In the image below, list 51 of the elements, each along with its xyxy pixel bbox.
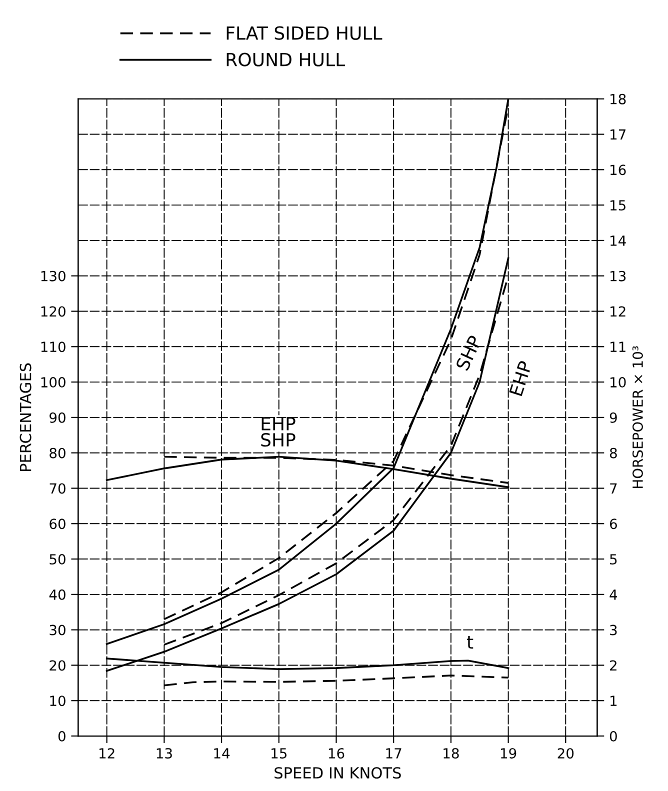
y-tick-label: 0 [58, 730, 66, 742]
y2-tick-label: 13 [610, 270, 626, 282]
y2-tick-label: 18 [610, 94, 626, 104]
x-tick-label: 16 [328, 748, 344, 759]
x-tick-label: 14 [214, 748, 230, 758]
x-tick-label: 15 [272, 748, 287, 759]
y2-tick-label: 0 [610, 730, 617, 742]
y-axis-title: PERCENTAGES [20, 363, 32, 471]
legend-label: ROUND HULL [226, 52, 346, 66]
x-tick-label: 13 [156, 748, 172, 759]
x-axis-title: SPEED IN KNOTS [274, 767, 401, 779]
y-tick-label: 80 [50, 448, 66, 458]
y-tick-label: 10 [50, 696, 66, 706]
y-tick-label: 110 [41, 342, 66, 352]
x-tick-label: 20 [558, 748, 574, 759]
x-tick-label: 12 [100, 748, 114, 758]
annotation: t [466, 636, 474, 649]
y2-tick-label: 14 [610, 236, 626, 246]
annotation: EHP [509, 360, 532, 396]
y2-tick-label: 15 [610, 200, 626, 211]
y2-tick-label: 3 [610, 624, 617, 636]
y-tick-label: 130 [41, 270, 66, 282]
y2-tick-label: 8 [610, 448, 617, 458]
y-tick-label: 40 [49, 589, 66, 600]
y2-tick-label: 2 [610, 660, 616, 671]
y2-axis-title: HORSEPOWER × 10³ [632, 346, 643, 488]
y-tick-label: 30 [50, 624, 66, 636]
y-tick-label: 100 [41, 377, 66, 388]
x-tick-label: 18 [444, 748, 459, 759]
y2-tick-label: 5 [610, 554, 617, 565]
y-tick-label: 70 [50, 483, 66, 494]
y2-tick-label: 10 [610, 377, 626, 388]
annotation: SHP [455, 334, 482, 372]
y2-tick-label: 11 [610, 342, 626, 352]
y2-tick-label: 6 [610, 518, 617, 530]
y2-tick-label: 16 [610, 164, 626, 176]
y2-tick-label: 17 [610, 129, 626, 140]
y-tick-label: 120 [41, 306, 66, 317]
x-tick-label: 17 [386, 748, 402, 758]
y2-tick-label: 1 [610, 696, 617, 706]
y2-tick-label: 9 [610, 412, 617, 423]
y-tick-label: 60 [50, 518, 66, 530]
y-tick-label: 20 [50, 660, 66, 671]
y-tick-label: 50 [50, 554, 66, 565]
x-tick-label: 19 [500, 748, 516, 759]
y2-tick-label: 4 [610, 590, 618, 600]
annotation: EHP SHP [261, 417, 296, 447]
y-tick-label: 90 [50, 412, 66, 423]
y2-tick-label: 12 [610, 306, 626, 317]
y2-tick-label: 7 [610, 483, 617, 494]
legend-label: FLAT SIDED HULL [226, 26, 382, 40]
